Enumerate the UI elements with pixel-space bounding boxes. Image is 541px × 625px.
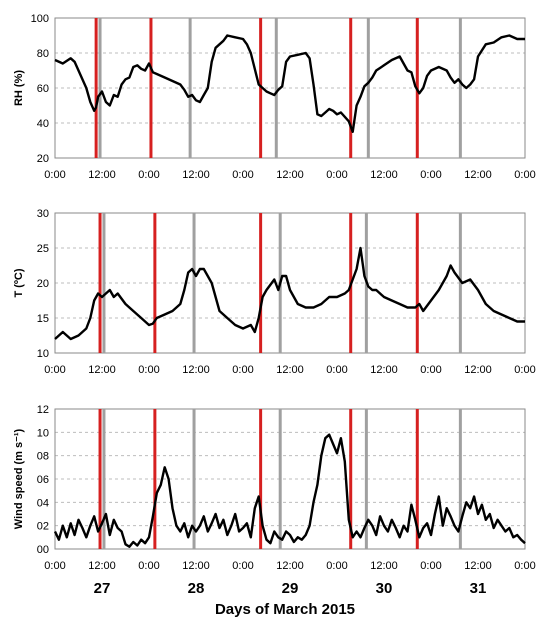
rh-panel: 100 80 60 40 20 0:00 12:00 0:00 12:00 0:00 12:00 0:… (13, 13, 536, 181)
x-tick-label: 12:00 (88, 364, 116, 376)
x-tick-label: 0:00 (44, 560, 65, 572)
x-tick-label: 0:00 (232, 169, 253, 181)
y-tick-label: 12 (37, 404, 49, 416)
x-tick-label: 12:00 (276, 560, 304, 572)
y-tick-label: 15 (37, 313, 49, 325)
x-tick-label: 0:00 (514, 364, 535, 376)
data-series-line (54, 246, 525, 341)
plot-frame (54, 212, 526, 354)
x-tick-label: 0:00 (326, 364, 347, 376)
x-tick-label: 0:00 (326, 169, 347, 181)
wind-speed-panel: 12 10 08 06 04 02 00 0:00 12:00 0:00 12:00 0:00 12:0… (13, 404, 536, 572)
x-tick-label: 12:00 (276, 364, 304, 376)
plot-frame (54, 408, 526, 550)
y-tick-label: 10 (37, 427, 49, 439)
y-tick-label: 06 (37, 474, 49, 486)
x-tick-label: 12:00 (464, 364, 492, 376)
day-label: 29 (282, 580, 299, 597)
plot-frame (54, 17, 526, 159)
x-tick-label: 12:00 (182, 364, 210, 376)
x-tick-label: 0:00 (420, 560, 441, 572)
y-tick-label: 00 (37, 544, 49, 556)
x-tick-label: 12:00 (88, 560, 116, 572)
x-tick-label: 12:00 (370, 169, 398, 181)
x-tick-label: 0:00 (138, 364, 159, 376)
day-label: 27 (94, 580, 111, 597)
y-tick-label: 60 (37, 83, 49, 95)
y-tick-label: 08 (37, 451, 49, 463)
data-series-line (53, 433, 526, 548)
x-tick-label: 12:00 (370, 364, 398, 376)
x-tick-label: 12:00 (276, 169, 304, 181)
x-tick-label: 12:00 (182, 560, 210, 572)
x-tick-label: 0:00 (44, 364, 65, 376)
y-tick-label: 20 (37, 278, 49, 290)
temperature-panel: 30 25 20 15 10 0:00 12:00 0:00 12:00 0:00 12:00 0:0… (13, 208, 536, 376)
x-tick-label: 12:00 (370, 560, 398, 572)
day-label: 30 (376, 580, 393, 597)
x-tick-label: 0:00 (514, 169, 535, 181)
y-tick-label: 30 (37, 208, 49, 220)
x-tick-label: 0:00 (138, 169, 159, 181)
y-axis-label: T (ºC) (13, 268, 25, 297)
x-tick-label: 12:00 (464, 560, 492, 572)
y-tick-label: 04 (37, 497, 49, 509)
day-labels: 27 28 29 30 31 (94, 580, 487, 597)
x-tick-label: 0:00 (232, 560, 253, 572)
y-tick-label: 100 (31, 13, 49, 25)
y-tick-label: 20 (37, 153, 49, 165)
day-label: 28 (188, 580, 205, 597)
x-tick-label: 0:00 (420, 169, 441, 181)
y-tick-label: 25 (37, 243, 49, 255)
y-axis-label: Wind speed (m s⁻¹) (13, 428, 25, 529)
x-tick-label: 0:00 (420, 364, 441, 376)
x-tick-label: 0:00 (326, 560, 347, 572)
y-tick-label: 80 (37, 48, 49, 60)
x-axis-label: Days of March 2015 (215, 601, 355, 618)
x-tick-label: 0:00 (44, 169, 65, 181)
data-series-line (54, 34, 525, 134)
x-tick-label: 12:00 (464, 169, 492, 181)
x-tick-label: 0:00 (514, 560, 535, 572)
x-tick-label: 12:00 (182, 169, 210, 181)
x-tick-label: 0:00 (232, 364, 253, 376)
x-tick-label: 12:00 (88, 169, 116, 181)
y-axis-label: RH (%) (13, 70, 25, 106)
y-tick-label: 40 (37, 118, 49, 130)
x-tick-label: 0:00 (138, 560, 159, 572)
y-tick-label: 10 (37, 348, 49, 360)
day-label: 31 (470, 580, 487, 597)
y-tick-label: 02 (37, 521, 49, 533)
